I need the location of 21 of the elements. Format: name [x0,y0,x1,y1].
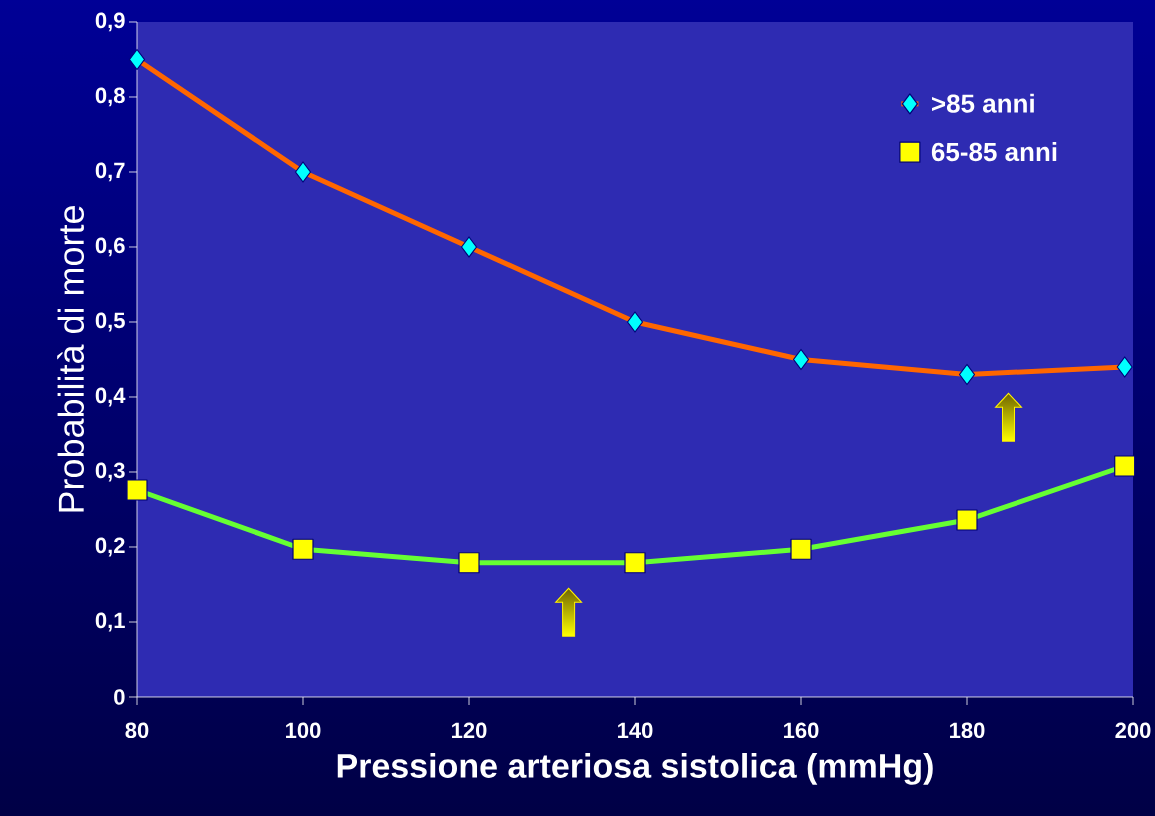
x-axis-title: Pressione arteriosa sistolica (mmHg) [337,752,933,785]
x-tick-label: 120 [452,722,487,739]
x-tick-label: 140 [618,722,653,739]
x-tick-label: 160 [784,722,819,739]
y-tick-label: 0,9 [95,12,125,32]
legend-label: 65-85 anni [931,142,1057,162]
x-tick-label: 80 [125,722,149,739]
x-tick-label: 100 [286,722,321,739]
y-tick-label: 0,2 [95,537,125,557]
y-tick-label: 0,8 [95,87,125,107]
y-tick-label: 0 [114,689,125,705]
y-tick-label: 0,3 [95,462,125,482]
y-tick-label: 0,1 [95,612,125,632]
y-tick-label: 0,4 [95,387,126,407]
y-tick-label: 0,6 [95,237,125,257]
x-tick-label: 200 [1115,722,1151,739]
y-axis-title: Probabilità di morte [57,206,85,512]
y-tick-label: 0,5 [95,312,125,332]
legend-label: >85 anni [932,93,1034,113]
y-tick-label: 0,7 [95,162,125,182]
x-tick-label: 180 [950,722,985,739]
